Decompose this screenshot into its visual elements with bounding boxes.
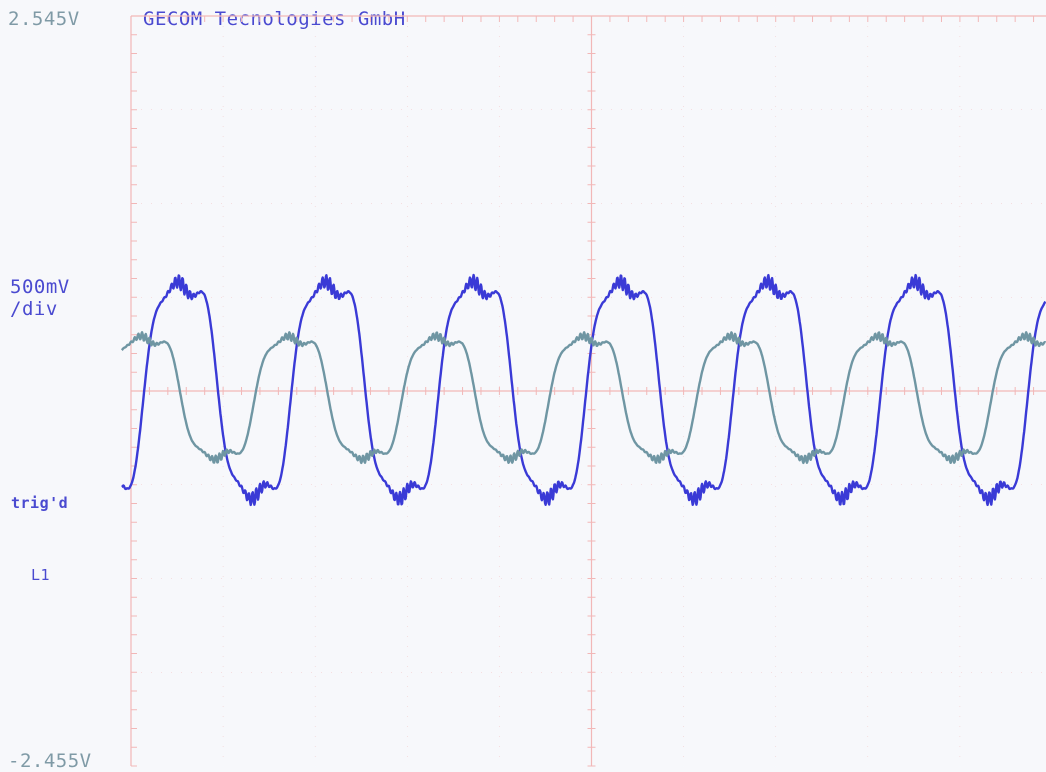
trace-channel-2 [120,331,1046,465]
grid [130,15,1046,767]
traces [120,273,1046,507]
scale-label-line1: 500mV [10,276,70,298]
trace-channel-1 [121,273,1046,507]
chart-title: GECOM Tecnologies GmbH [143,8,406,30]
trigger-source: L1 [31,566,51,584]
scale-label-line2: /div [10,298,58,320]
trigger-status: trig'd [11,494,69,512]
y-max-label: 2.545V [8,8,80,30]
